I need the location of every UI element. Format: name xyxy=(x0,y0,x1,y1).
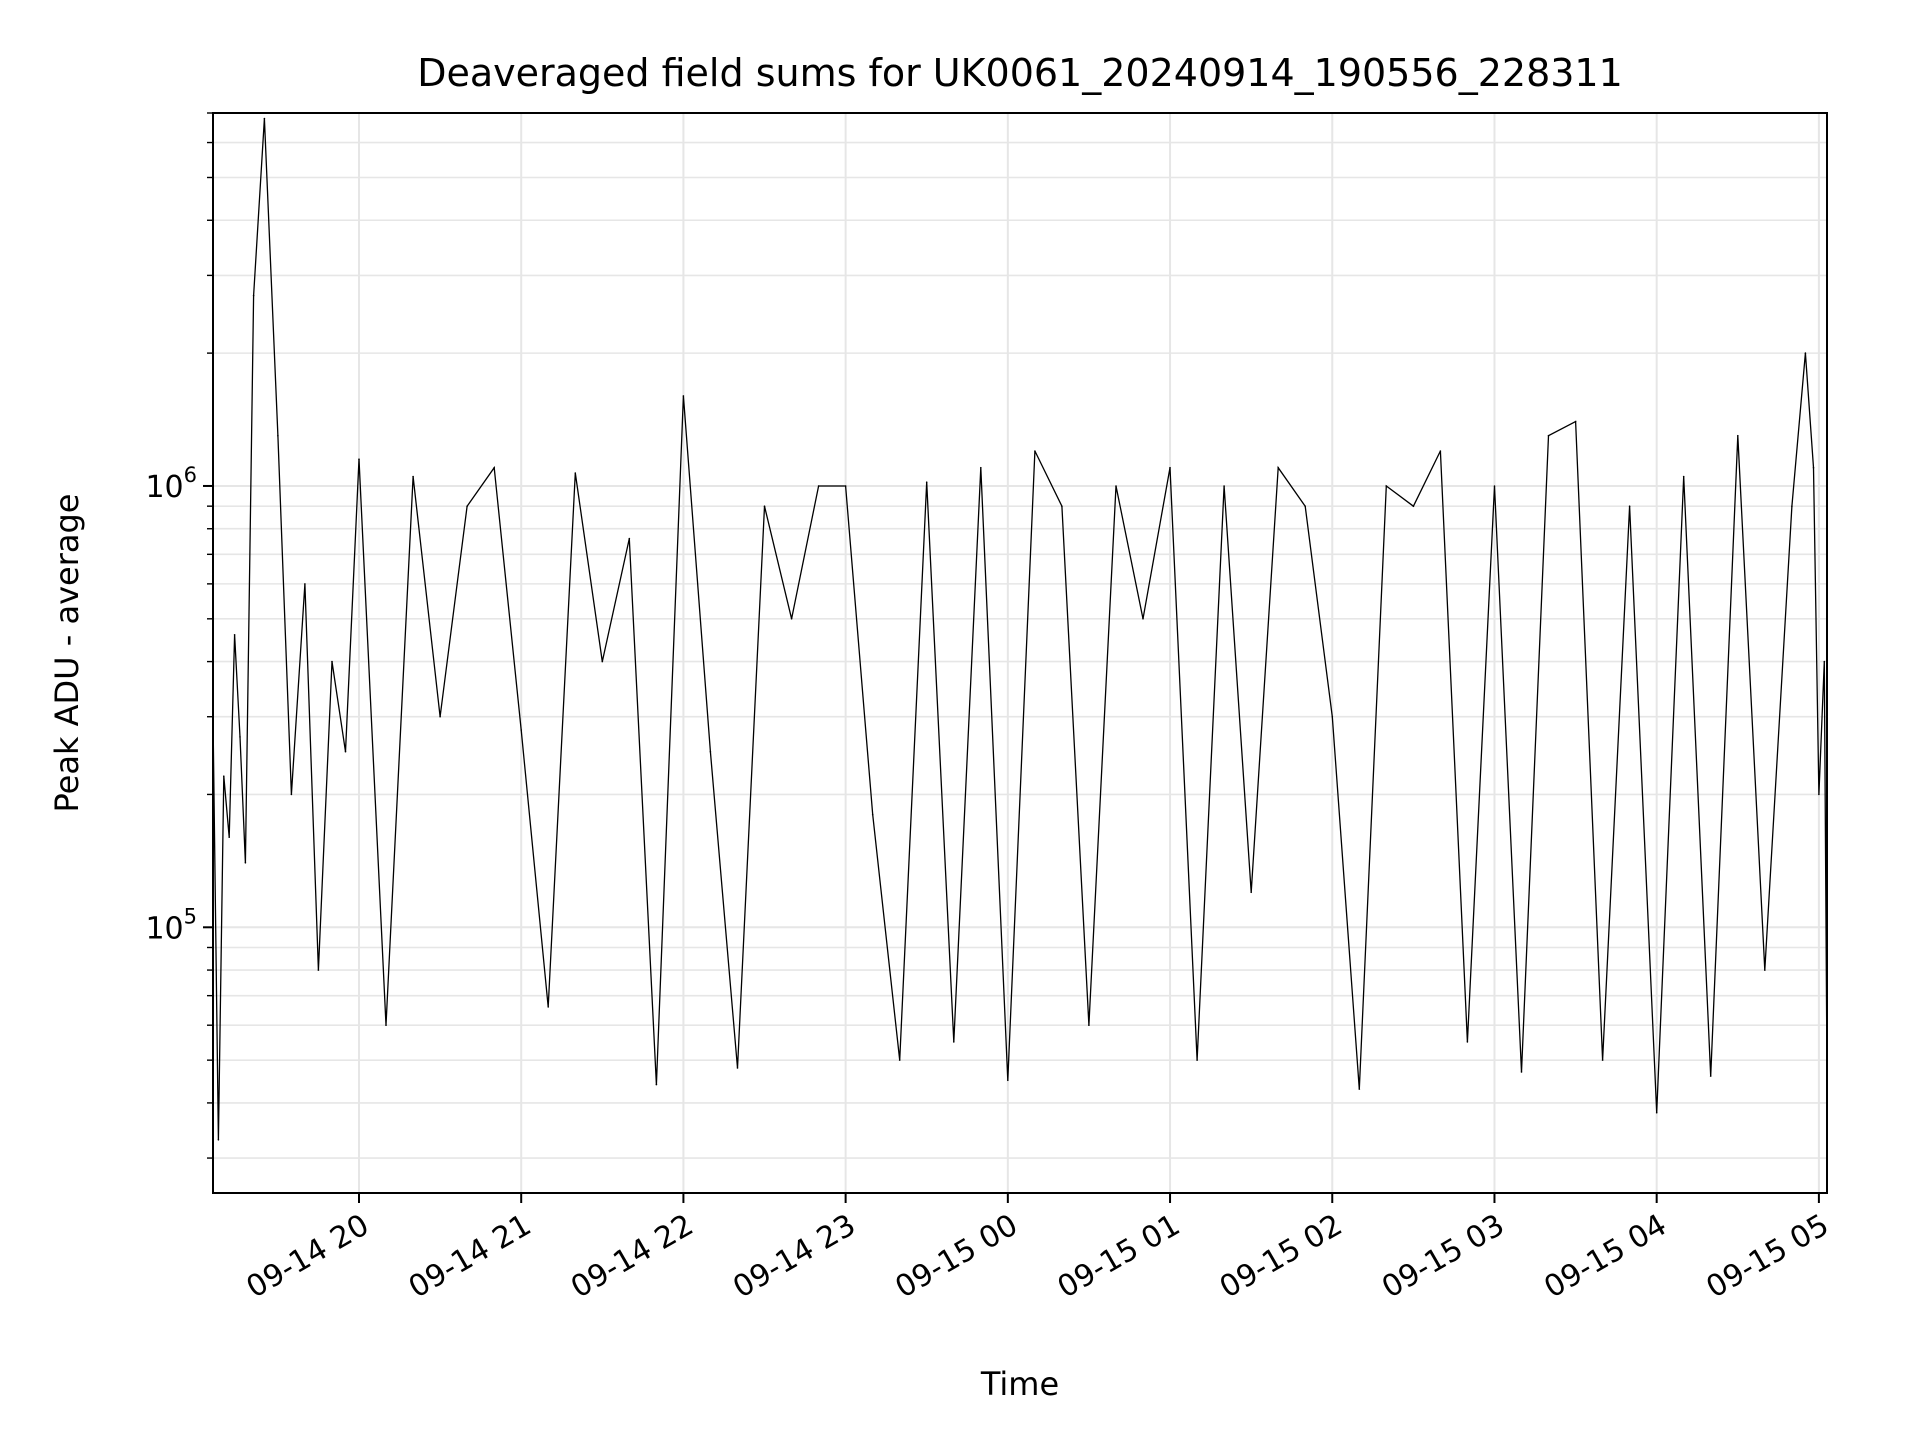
data-point xyxy=(252,294,255,297)
data-point xyxy=(1223,485,1225,487)
data-point xyxy=(317,969,320,971)
data-point xyxy=(655,1083,658,1086)
data-point xyxy=(223,775,225,777)
data-point xyxy=(1304,505,1306,508)
data-point xyxy=(1709,1075,1712,1077)
data-point xyxy=(574,472,577,474)
data-point xyxy=(980,466,982,469)
data-point xyxy=(1412,505,1415,508)
data-point xyxy=(709,750,712,753)
data-point xyxy=(1601,1059,1604,1061)
data-point xyxy=(1034,450,1036,452)
data-point xyxy=(331,660,333,663)
data-point xyxy=(1547,434,1550,437)
data-point xyxy=(1061,505,1063,508)
data-point xyxy=(1823,660,1826,663)
data-point xyxy=(953,1041,955,1043)
x-axis-label: Time xyxy=(980,1365,1059,1403)
data-point xyxy=(358,458,360,461)
data-point xyxy=(244,862,247,864)
data-point xyxy=(1196,1059,1198,1061)
y-tick-label-base: 10 xyxy=(145,470,183,505)
data-point xyxy=(601,660,604,663)
data-point xyxy=(412,475,414,478)
data-point xyxy=(1250,891,1252,894)
data-point xyxy=(1169,466,1171,469)
data-point xyxy=(1088,1024,1090,1026)
data-point xyxy=(1142,618,1144,620)
data-point xyxy=(682,395,685,397)
gridlines xyxy=(213,112,1827,1193)
data-point xyxy=(817,485,820,487)
data-point xyxy=(1818,793,1820,796)
data-point xyxy=(439,715,441,718)
data-point xyxy=(1737,434,1739,437)
data-point xyxy=(1574,420,1577,423)
data-point xyxy=(871,813,874,816)
y-tick-label: 106 xyxy=(145,463,197,505)
y-tick-label-base: 10 xyxy=(145,911,183,946)
data-point xyxy=(1791,505,1793,508)
data-point xyxy=(1439,450,1442,452)
data-point xyxy=(1628,505,1631,508)
data-point xyxy=(239,736,241,738)
data-point xyxy=(763,505,766,508)
chart-title: Deaveraged field sums for UK0061_2024091… xyxy=(417,51,1623,95)
data-point xyxy=(925,481,928,484)
data-point xyxy=(1804,352,1807,354)
data-point xyxy=(790,618,793,620)
data-point xyxy=(1277,466,1279,469)
data-point xyxy=(1520,1071,1523,1073)
data-point xyxy=(1493,485,1496,487)
data-point xyxy=(344,750,347,753)
series-group xyxy=(212,117,1828,1141)
data-point xyxy=(1385,485,1388,487)
data-point xyxy=(898,1059,901,1061)
y-tick-label: 105 xyxy=(145,904,197,946)
data-point xyxy=(263,117,266,120)
data-point xyxy=(304,583,306,585)
data-point xyxy=(1764,969,1766,971)
data-point xyxy=(385,1024,387,1026)
data-point xyxy=(290,793,293,796)
y-tick-label-exponent: 5 xyxy=(184,904,197,928)
data-point xyxy=(1007,1079,1009,1082)
plot-frame xyxy=(212,112,1828,1194)
data-point xyxy=(844,485,847,487)
y-axis-label: Peak ADU - average xyxy=(48,494,86,813)
data-point xyxy=(466,505,468,508)
data-point xyxy=(1812,466,1815,469)
data-point xyxy=(1358,1088,1361,1090)
data-point xyxy=(1331,715,1334,718)
data-point xyxy=(233,634,236,636)
data-point xyxy=(628,537,631,540)
data-point xyxy=(277,434,279,437)
data-point xyxy=(217,1139,220,1141)
data-point xyxy=(493,466,496,469)
data-point xyxy=(1115,485,1117,487)
series-line-0 xyxy=(212,118,1828,1140)
y-tick-label-exponent: 6 xyxy=(184,463,197,487)
data-point xyxy=(1655,1111,1658,1114)
data-point xyxy=(1682,475,1685,478)
data-point xyxy=(736,1067,739,1069)
data-point xyxy=(228,836,230,838)
data-point xyxy=(1466,1041,1469,1043)
data-point xyxy=(547,1006,549,1008)
data-point xyxy=(520,729,522,731)
